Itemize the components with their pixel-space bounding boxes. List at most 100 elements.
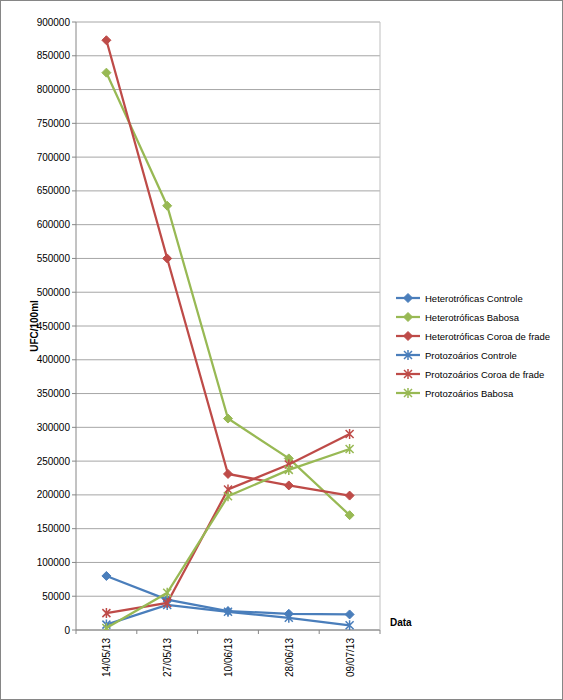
y-tick (72, 258, 76, 259)
data-point (102, 608, 110, 618)
legend-item: Heterotróficas Coroa de frade (396, 331, 550, 342)
y-tick-label: 550000 (37, 253, 71, 264)
data-point (346, 429, 354, 439)
y-tick-label: 350000 (37, 388, 71, 399)
x-tick (136, 630, 137, 634)
legend-item: Protozoários Controle (396, 350, 517, 361)
legend-item: Protozoários Coroa de frade (396, 369, 544, 380)
legend-marker (404, 313, 413, 322)
data-point (346, 444, 354, 454)
data-point (345, 511, 354, 520)
legend-item: Protozoários Babosa (396, 388, 514, 399)
data-point (345, 610, 354, 619)
y-tick (72, 630, 76, 631)
x-tick (197, 630, 198, 634)
y-tick (72, 292, 76, 293)
grid-line (76, 596, 380, 597)
x-tick-label: 09/07/13 (345, 638, 356, 677)
y-tick (72, 528, 76, 529)
y-tick (72, 55, 76, 56)
y-tick-label: 700000 (37, 152, 71, 163)
y-tick-label: 50000 (42, 591, 70, 602)
data-point (224, 469, 233, 478)
legend-label: Heterotróficas Coroa de frade (425, 331, 550, 342)
grid-line (76, 630, 380, 631)
legend-label: Heterotróficas Babosa (425, 312, 520, 323)
y-tick (72, 190, 76, 191)
grid-line (76, 55, 380, 56)
grid-line (76, 224, 380, 225)
legend-marker (404, 294, 413, 303)
y-tick (72, 89, 76, 90)
y-tick-label: 600000 (37, 219, 71, 230)
y-tick-label: 0 (64, 625, 70, 636)
grid-line (76, 427, 380, 428)
data-point (102, 571, 111, 580)
y-tick-label: 500000 (37, 287, 71, 298)
data-point (346, 620, 354, 630)
x-tick-label: 27/05/13 (162, 638, 173, 677)
y-axis (76, 22, 77, 630)
data-point (102, 68, 111, 77)
y-tick (72, 359, 76, 360)
grid-line (76, 89, 380, 90)
grid-line (76, 123, 380, 124)
data-point (102, 36, 111, 45)
legend-label: Heterotróficas Controle (425, 293, 523, 304)
y-tick (72, 596, 76, 597)
data-point (224, 607, 232, 617)
series-line (106, 40, 349, 495)
y-tick (72, 22, 76, 23)
y-tick (72, 326, 76, 327)
chart-frame (1, 1, 563, 700)
y-tick (72, 123, 76, 124)
x-axis (76, 630, 380, 631)
data-point (285, 465, 293, 475)
grid-line (76, 190, 380, 191)
data-point (224, 414, 233, 423)
y-tick (72, 393, 76, 394)
legend-item: Heterotróficas Controle (396, 293, 523, 304)
grid-line (76, 22, 380, 23)
y-tick-label: 850000 (37, 50, 71, 61)
legend-marker (404, 388, 412, 398)
legend-marker (404, 350, 412, 360)
plot-frame (380, 22, 381, 630)
grid-line (76, 461, 380, 462)
plot-area (102, 36, 354, 630)
data-point (163, 254, 172, 263)
grid-line (76, 562, 380, 563)
series-line (106, 449, 349, 628)
y-tick-label: 800000 (37, 84, 71, 95)
data-point (224, 491, 232, 501)
data-point (163, 588, 171, 598)
y-tick (72, 427, 76, 428)
x-tick (380, 630, 381, 634)
y-tick (72, 461, 76, 462)
y-tick (72, 494, 76, 495)
series-line (106, 73, 349, 515)
data-point (102, 623, 110, 630)
data-point (163, 598, 171, 608)
x-tick-label: 28/06/13 (284, 638, 295, 677)
y-tick-label: 450000 (37, 321, 71, 332)
grid-line (76, 258, 380, 259)
y-tick-label: 200000 (37, 489, 71, 500)
x-tick (258, 630, 259, 634)
x-tick-label: 10/06/13 (223, 638, 234, 677)
grid-line (76, 292, 380, 293)
grid-line (76, 393, 380, 394)
data-point (285, 613, 293, 623)
data-point (284, 481, 293, 490)
y-tick (72, 224, 76, 225)
legend-marker (404, 369, 412, 379)
y-tick-label: 650000 (37, 185, 71, 196)
y-tick-label: 100000 (37, 557, 71, 568)
y-tick (72, 562, 76, 563)
y-tick (72, 157, 76, 158)
grid-line (76, 528, 380, 529)
x-axis-title: Data (390, 617, 412, 628)
legend-item: Heterotróficas Babosa (396, 312, 520, 323)
y-tick-label: 900000 (37, 17, 71, 28)
legend-label: Protozoários Babosa (425, 388, 514, 399)
